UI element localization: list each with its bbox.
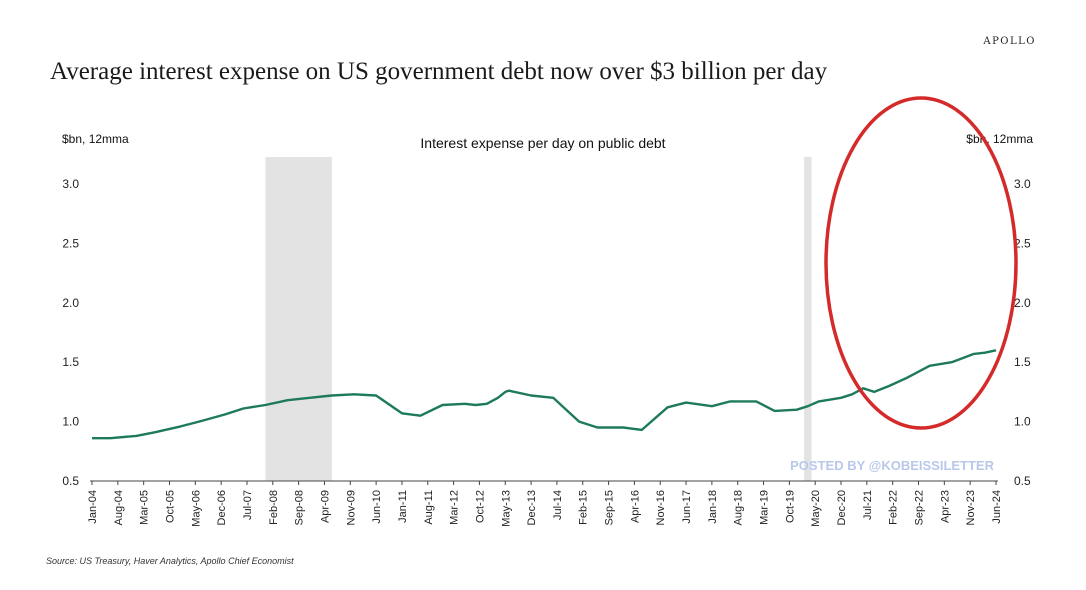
x-tick-label: Feb-22: [888, 490, 900, 525]
x-tick-label: Sep-15: [604, 490, 616, 525]
highlight-ellipse: [824, 96, 1018, 430]
x-tick-label: Dec-06: [216, 490, 228, 525]
x-tick-label: Nov-09: [345, 490, 357, 525]
x-tick-label: Jun-10: [371, 490, 383, 524]
x-tick-label: Dec-13: [526, 490, 538, 525]
x-tick-label: Oct-19: [784, 490, 796, 523]
y-tick-label-left: 1.0: [62, 415, 79, 429]
y-tick-label-left: 0.5: [62, 474, 79, 488]
source-note: Source: US Treasury, Haver Analytics, Ap…: [46, 556, 294, 566]
x-tick-label: Feb-08: [268, 490, 280, 525]
x-tick-label: Nov-16: [655, 490, 667, 525]
x-tick-label: Jun-17: [681, 490, 693, 524]
x-tick-label: Dec-20: [836, 490, 848, 525]
x-tick-label: Mar-12: [449, 490, 461, 525]
recession-band: [265, 157, 332, 481]
y-tick-label-right: 2.5: [1014, 236, 1031, 250]
brand-logo: APOLLO: [983, 36, 1036, 47]
y-tick-label-right: 0.5: [1014, 474, 1031, 488]
x-tick-label: Apr-09: [319, 490, 331, 523]
x-tick-label: Jul-14: [552, 490, 564, 520]
x-tick-label: Mar-05: [139, 490, 151, 525]
recession-shading: [265, 157, 812, 481]
y-tick-label-right: 1.0: [1014, 415, 1031, 429]
y-axis-right-ticks: 0.5 1.0 1.5 2.0 2.5 3.0: [1014, 177, 1031, 488]
x-tick-label: Oct-05: [164, 490, 176, 523]
x-tick-label: Feb-15: [578, 490, 590, 525]
y-tick-label-left: 2.0: [62, 296, 79, 310]
x-tick-label: Mar-19: [759, 490, 771, 525]
x-tick-label: May-13: [500, 490, 512, 527]
y-tick-label-left: 2.5: [62, 236, 79, 250]
y-axis-left-label: $bn, 12mma: [62, 132, 129, 146]
x-tick-label: May-20: [810, 490, 822, 527]
y-axis-right-label: $bn, 12mma: [966, 132, 1033, 146]
y-tick-label-right: 3.0: [1014, 177, 1031, 191]
x-tick-label: Aug-18: [733, 490, 745, 525]
x-tick-label: Jul-07: [242, 490, 254, 520]
y-axis-left-ticks: 0.5 1.0 1.5 2.0 2.5 3.0: [62, 177, 79, 488]
chart-title: Average interest expense on US governmen…: [50, 58, 828, 85]
x-tick-label: Apr-23: [939, 490, 951, 523]
x-tick-label: Jan-18: [707, 490, 719, 524]
y-tick-label-right: 1.5: [1014, 355, 1031, 369]
x-tick-label: Jan-11: [397, 490, 409, 523]
x-tick-label: Jan-04: [87, 490, 99, 524]
x-tick-label: Nov-23: [965, 490, 977, 525]
x-tick-label: Jul-21: [862, 490, 874, 520]
x-tick-label: Sep-22: [914, 490, 926, 525]
watermark-text: POSTED BY @KOBEISSILETTER: [790, 458, 994, 473]
series-line: [92, 349, 997, 440]
x-axis-ticks: Jan-04 Aug-04 Mar-05 Oct-05 May-06 Dec-06 Jul-…: [87, 481, 1003, 527]
x-tick-label: Sep-08: [294, 490, 306, 525]
x-tick-label: Jun-24: [991, 490, 1003, 524]
x-tick-label: Aug-11: [423, 490, 435, 525]
y-tick-label-right: 2.0: [1014, 296, 1031, 310]
x-tick-label: Aug-04: [113, 490, 125, 525]
x-tick-label: May-06: [190, 490, 202, 527]
y-tick-label-left: 1.5: [62, 355, 79, 369]
recession-band: [804, 157, 812, 481]
y-tick-label-left: 3.0: [62, 177, 79, 191]
x-tick-label: Apr-16: [629, 490, 641, 523]
x-tick-label: Oct-12: [474, 490, 486, 523]
chart-subtitle: Interest expense per day on public debt: [420, 135, 665, 151]
